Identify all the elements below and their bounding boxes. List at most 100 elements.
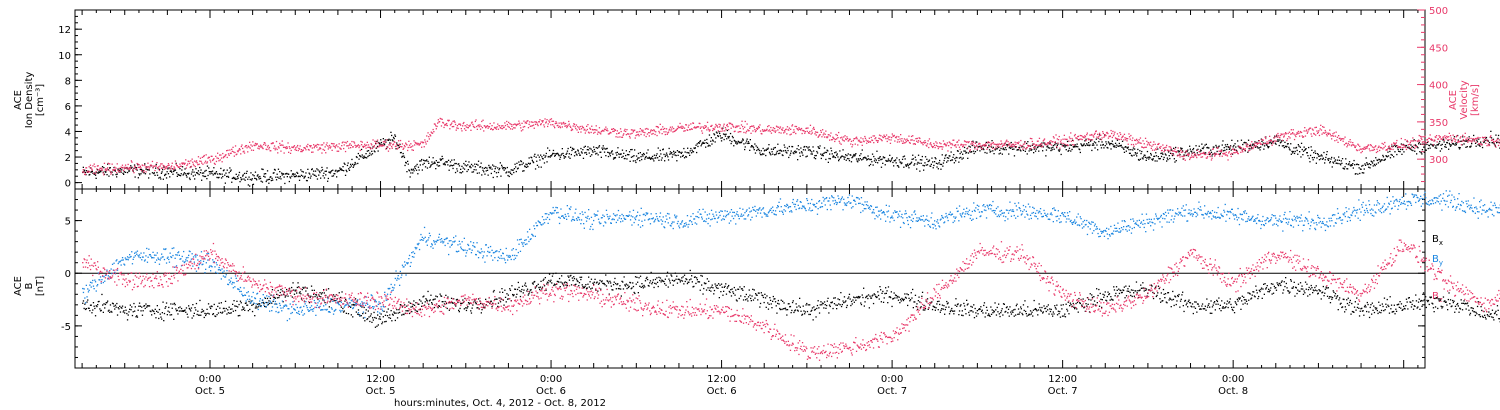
data-point (333, 173, 335, 175)
data-point (563, 121, 565, 124)
data-point (1201, 143, 1203, 145)
data-point (1299, 130, 1301, 133)
data-point (1435, 135, 1438, 137)
data-point (779, 152, 781, 154)
data-point (1033, 148, 1035, 150)
data-point (1079, 151, 1081, 154)
data-point (659, 149, 661, 152)
data-point (1308, 146, 1310, 149)
data-point (642, 155, 644, 157)
data-point (1114, 142, 1117, 144)
data-point (355, 163, 357, 165)
data-point (1268, 146, 1270, 148)
data-point (1208, 153, 1211, 156)
data-point (1107, 137, 1110, 139)
data-point (479, 166, 481, 168)
data-point (1495, 134, 1497, 136)
data-point (257, 174, 259, 176)
data-point (119, 168, 122, 170)
data-point (481, 174, 483, 176)
data-point (284, 182, 286, 185)
data-point (291, 175, 293, 177)
data-point (371, 150, 373, 152)
data-point (1467, 138, 1470, 141)
data-point (94, 173, 97, 175)
data-point (242, 175, 244, 177)
data-point (1017, 142, 1019, 144)
data-point (1292, 132, 1294, 134)
data-point (1380, 147, 1382, 149)
data-point (576, 129, 578, 131)
data-point (924, 140, 926, 142)
data-point (1035, 148, 1037, 150)
data-point (1402, 144, 1404, 146)
data-point (1285, 132, 1287, 134)
data-point (568, 156, 570, 158)
data-point (1176, 155, 1179, 157)
data-point (147, 162, 149, 164)
data-point (908, 135, 910, 137)
density-tick-label: 10 (58, 51, 71, 62)
data-point (1462, 139, 1464, 141)
data-point (487, 127, 489, 129)
data-point (1323, 126, 1325, 128)
data-point (1290, 133, 1292, 135)
data-point (782, 154, 784, 157)
data-point (106, 168, 108, 170)
data-point (573, 123, 576, 126)
data-point (1312, 159, 1314, 161)
data-point (1230, 149, 1232, 151)
data-point (293, 145, 296, 147)
data-point (238, 149, 240, 151)
data-point (251, 178, 253, 180)
data-point (1196, 152, 1198, 154)
data-point (1195, 155, 1197, 157)
data-point (1141, 146, 1143, 148)
data-point (1273, 137, 1275, 139)
data-point (156, 162, 158, 164)
data-point (1171, 153, 1173, 155)
data-point (328, 171, 331, 173)
data-point (946, 157, 948, 159)
data-point (646, 157, 649, 159)
data-point (1102, 131, 1104, 133)
data-point (946, 144, 948, 146)
data-point (717, 135, 719, 137)
data-point (139, 165, 141, 167)
data-point (369, 147, 372, 149)
data-point (142, 169, 144, 172)
data-point (1414, 150, 1416, 152)
data-point (926, 164, 929, 166)
data-point (1447, 139, 1449, 142)
data-point (1182, 158, 1184, 160)
data-point (653, 130, 656, 132)
data-point (554, 155, 556, 157)
data-point (985, 141, 987, 144)
data-point (1355, 149, 1358, 151)
data-point (641, 131, 643, 133)
data-point (976, 141, 978, 143)
data-point (614, 129, 617, 131)
data-point (1127, 146, 1129, 148)
data-point (1163, 151, 1165, 153)
data-point (1134, 148, 1136, 150)
data-point (780, 150, 782, 152)
data-point (387, 150, 390, 152)
data-point (1243, 148, 1245, 150)
data-point (513, 168, 516, 170)
data-point (1163, 156, 1165, 159)
data-point (1485, 136, 1488, 139)
data-point (461, 130, 463, 132)
data-point (1070, 140, 1072, 142)
data-point (974, 142, 977, 144)
data-point (1327, 133, 1330, 135)
data-point (823, 136, 826, 138)
data-point (1157, 143, 1159, 145)
data-point (458, 163, 460, 165)
data-point (1105, 141, 1107, 143)
data-point (380, 139, 382, 141)
data-point (1038, 150, 1040, 152)
data-point (677, 154, 679, 156)
data-point (275, 179, 278, 181)
data-point (211, 155, 213, 157)
